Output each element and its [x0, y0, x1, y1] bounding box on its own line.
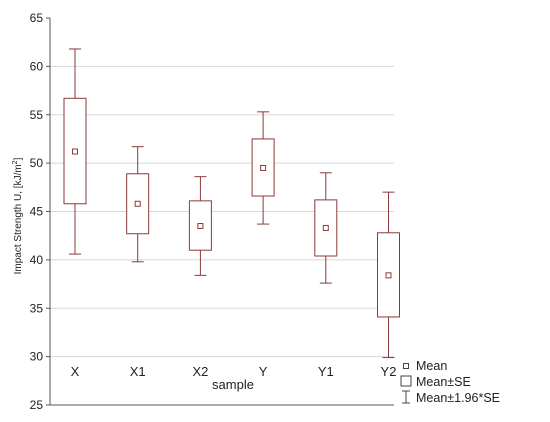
box-X [63, 48, 87, 255]
box-X1 [126, 146, 150, 263]
box-X2 [188, 176, 212, 276]
y-axis-title-main: Impact Strength U, [kJ/m [13, 164, 24, 274]
legend-label-whisker: Mean±1.96*SE [416, 391, 500, 405]
y-tick-label-45: 45 [30, 205, 44, 219]
legend-box-symbol [400, 375, 412, 387]
y-tick-label-25: 25 [30, 398, 44, 412]
gridlines [50, 65, 394, 358]
category-label-X: X [71, 364, 80, 379]
mean-marker-Y2 [385, 272, 392, 279]
y-tick-label-60: 60 [30, 59, 44, 73]
y-axis-title-sup: 2 [12, 160, 19, 164]
y-tick-label-55: 55 [30, 108, 44, 122]
box-Y1 [314, 172, 338, 284]
y-tick-label-65: 65 [30, 11, 44, 25]
category-label-X1: X1 [130, 364, 146, 379]
legend-item-whisker: Mean±1.96*SE [402, 390, 500, 405]
y-tick-label-30: 30 [30, 350, 44, 364]
y-tick-label-40: 40 [30, 253, 44, 267]
box-Y [251, 111, 275, 225]
legend-item-box: Mean±SE [400, 375, 471, 389]
category-label-X2: X2 [192, 364, 208, 379]
legend: Mean Mean±SE Mean±1.96*SE [400, 359, 500, 405]
box-series [63, 48, 400, 359]
legend-label-point: Mean [416, 359, 447, 373]
box-Y2 [377, 191, 400, 359]
mean-marker-X1 [134, 200, 141, 207]
legend-item-point: Mean [403, 359, 447, 373]
x-axis-title: sample [212, 377, 254, 392]
category-label-Y: Y [259, 364, 268, 379]
y-axis-title: Impact Strength U, [kJ/m2] [12, 157, 24, 274]
legend-mean-symbol [403, 363, 409, 369]
y-axis-title-end: ] [13, 157, 24, 160]
mean-marker-Y [260, 164, 267, 171]
mean-marker-X [72, 148, 78, 155]
y-tick-label-50: 50 [30, 156, 44, 170]
category-labels: X X1 X2 Y Y1 Y2 [71, 364, 397, 379]
legend-label-box: Mean±SE [416, 375, 471, 389]
mean-marker-Y1 [322, 224, 329, 231]
mean-marker-X2 [197, 223, 204, 230]
axes: 25 30 35 40 45 50 55 60 65 [30, 11, 394, 412]
category-label-Y1: Y1 [318, 364, 334, 379]
category-label-Y2: Y2 [381, 364, 397, 379]
y-tick-label-35: 35 [30, 301, 44, 315]
